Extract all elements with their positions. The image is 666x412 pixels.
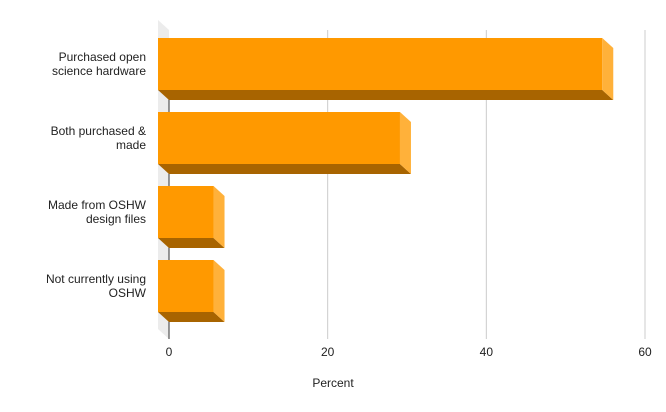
category-label-line: Purchased open	[58, 50, 146, 64]
bar-bottom-face	[158, 238, 225, 248]
bar-front-face	[158, 260, 214, 312]
x-axis-title: Percent	[312, 376, 354, 390]
bar-bottom-face	[158, 164, 411, 174]
category-label: Not currently using OSHW	[6, 272, 146, 300]
bar	[158, 112, 411, 174]
bar-side-face	[213, 186, 225, 248]
x-tick-label: 0	[166, 345, 173, 359]
category-label-line: design files	[85, 212, 146, 226]
category-label-line: Both purchased &	[50, 124, 146, 138]
bar-front-face	[158, 112, 400, 164]
category-label: Made from OSHW design files	[6, 198, 146, 226]
x-tick-label: 20	[321, 345, 335, 359]
side-wall	[158, 20, 169, 339]
bar	[158, 260, 225, 322]
x-tick-labels: 0 20 40 60	[166, 345, 652, 359]
bar-bottom-face	[158, 312, 225, 322]
bars	[158, 38, 614, 322]
category-label-line: science hardware	[51, 64, 146, 78]
category-label-line: Made from OSHW	[47, 198, 146, 212]
category-label: Purchased open science hardware	[6, 50, 146, 78]
bar-side-face	[602, 38, 614, 100]
bar	[158, 186, 225, 248]
bar-front-face	[158, 38, 603, 90]
x-tick-label: 40	[480, 345, 494, 359]
bar	[158, 38, 614, 100]
category-label: Both purchased & made	[6, 124, 146, 152]
x-tick-label: 60	[638, 345, 652, 359]
category-label-line: OSHW	[108, 286, 146, 300]
bar-front-face	[158, 186, 214, 238]
bar-bottom-face	[158, 90, 614, 100]
category-label-line: made	[115, 138, 146, 152]
bar-side-face	[399, 112, 411, 174]
bar-side-face	[213, 260, 225, 322]
category-label-line: Not currently using	[45, 272, 146, 286]
